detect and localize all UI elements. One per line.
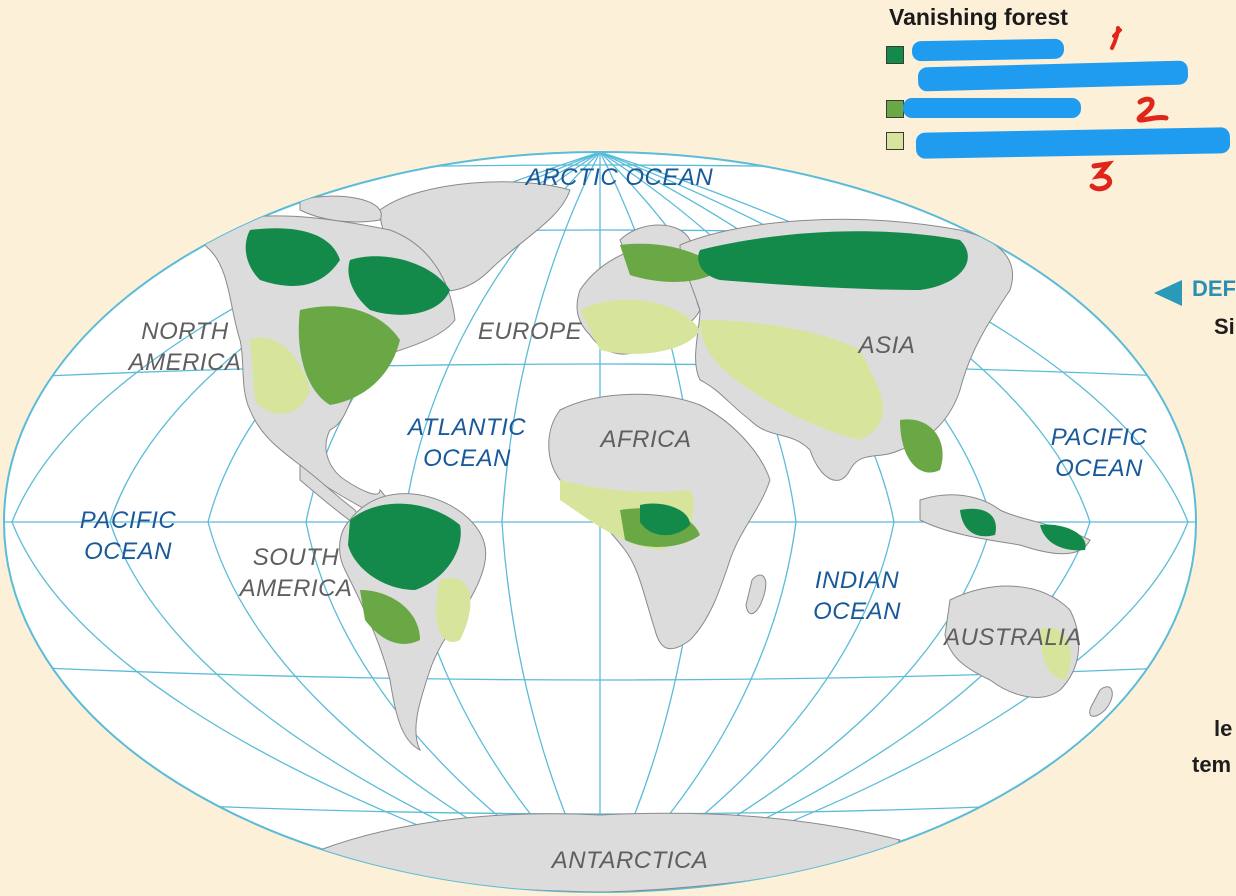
continent-label-south-america: SOUTH AMERICA [229,542,363,604]
continent-label-antarctica: ANTARCTICA [551,847,709,874]
side-text-fragment: Si [1214,314,1235,339]
redaction-scribble [903,98,1081,118]
ocean-label-line: OCEAN [84,538,172,565]
forest-light-cover [250,299,1071,680]
ocean-label-line: OCEAN [813,598,901,625]
redaction-scribble [911,38,1065,62]
continent-label-line: AMERICA [128,349,242,376]
ocean-label-atlantic: ATLANTIC OCEAN [400,412,534,474]
ocean-label-line: PACIFIC [79,507,177,534]
ocean-label-line: ATLANTIC [407,414,527,441]
ocean-label-pacific-west: PACIFIC OCEAN [72,505,184,567]
side-text-fragment: tem [1192,752,1232,777]
ocean-label-pacific-east: PACIFIC OCEAN [1043,422,1155,484]
legend-swatch-medium-forest [886,100,904,118]
ocean-label-line: INDIAN [814,567,900,594]
continent-label-north-america: NORTH AMERICA [118,316,252,378]
continent-label-asia: ASIA [858,332,916,359]
ocean-label-arctic: ARCTIC OCEAN [525,164,714,191]
forest-dense-cover [245,228,1086,590]
annotation-mark-1 [1110,26,1122,50]
madagascar [745,574,767,615]
world-map [3,151,1197,893]
continent-label-australia: AUSTRALIA [944,624,1082,651]
new-zealand [1089,686,1113,717]
continent-label-africa: AFRICA [600,426,692,453]
side-text-fragment: le [1214,716,1233,741]
continent-label-line: NORTH [141,318,229,345]
ocean-label-line: OCEAN [423,445,511,472]
arctic-islands [299,195,382,223]
def-arrow-icon [1154,280,1182,306]
ocean-label-line: PACIFIC [1050,424,1148,451]
continent-label-line: AMERICA [239,575,353,602]
australia [944,585,1080,698]
continent-label-line: SOUTH [252,544,340,571]
continent-label-europe: EUROPE [477,318,583,345]
legend-swatch-dense-forest [886,46,904,64]
annotation-mark-3 [1089,160,1115,192]
legend-swatch-light-forest [886,132,904,150]
ocean-label-line: OCEAN [1055,455,1143,482]
legend-title: Vanishing forest [889,4,1068,30]
side-def-label: DEF [1192,276,1236,301]
redaction-scribble [917,60,1189,92]
ocean-label-indian: INDIAN OCEAN [802,565,912,627]
annotation-mark-2 [1136,96,1169,123]
